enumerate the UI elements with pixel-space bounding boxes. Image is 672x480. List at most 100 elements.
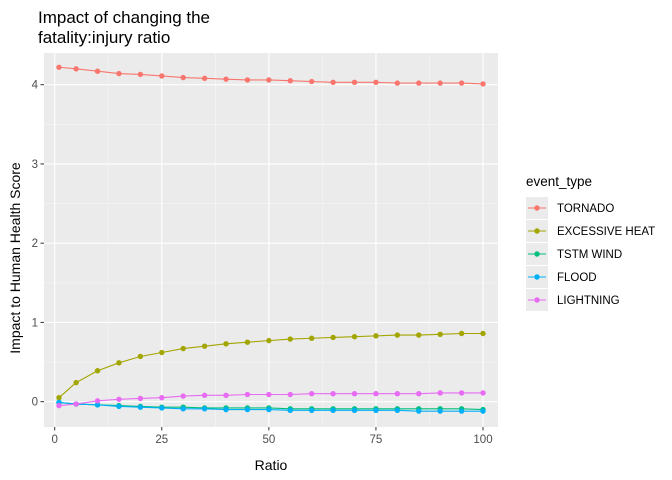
data-point-lightning: [266, 391, 272, 398]
data-point-lightning: [480, 390, 486, 396]
data-point-excessive-heat: [373, 333, 379, 339]
data-point-excessive-heat: [116, 360, 122, 366]
data-point-lightning: [373, 391, 379, 397]
series-flood: [56, 399, 486, 414]
data-point-tornado: [73, 66, 79, 72]
legend-label: LIGHTNING: [557, 295, 620, 307]
data-point-flood: [244, 406, 251, 413]
data-point-excessive-heat: [94, 368, 101, 374]
data-point-flood: [394, 407, 401, 414]
data-point-excessive-heat: [351, 333, 358, 340]
series-layer: [56, 64, 486, 414]
data-point-lightning: [351, 391, 358, 397]
data-point-flood: [201, 406, 208, 412]
x-axis-title: Ratio: [255, 457, 288, 473]
y-axis-title: Impact to Human Health Score: [7, 162, 23, 354]
data-point-tornado: [416, 80, 422, 86]
data-point-lightning: [287, 391, 293, 398]
legend-label: TSTM WIND: [557, 249, 622, 261]
data-point-flood: [223, 406, 229, 413]
y-tick-label: 3: [32, 159, 38, 171]
data-point-excessive-heat: [287, 336, 293, 342]
data-point-excessive-heat: [201, 343, 208, 349]
data-point-tornado: [116, 70, 122, 77]
data-point-excessive-heat: [73, 379, 79, 386]
data-point-lightning: [159, 394, 165, 401]
data-point-flood: [308, 407, 315, 414]
data-point-excessive-heat: [223, 341, 229, 347]
legend-label: FLOOD: [557, 272, 597, 284]
legend-item-tstm-wind: TSTM WIND: [526, 243, 622, 265]
data-point-lightning: [244, 391, 251, 398]
data-point-tornado: [180, 74, 186, 81]
x-tick-label: 50: [262, 434, 275, 446]
series-lightning: [56, 390, 486, 409]
legend-key-point: [534, 297, 540, 303]
data-point-flood: [94, 402, 101, 408]
data-point-flood: [137, 404, 144, 410]
data-point-flood: [480, 408, 486, 414]
y-tick-label: 0: [32, 397, 38, 409]
data-point-tornado: [223, 76, 229, 82]
legend-label: EXCESSIVE HEAT: [557, 226, 655, 238]
data-point-excessive-heat: [266, 337, 272, 344]
data-point-tornado: [330, 79, 336, 86]
legend-key-point: [534, 228, 540, 234]
y-tick-label: 2: [32, 238, 38, 250]
data-point-lightning: [223, 392, 229, 399]
legend-label: TORNADO: [557, 203, 614, 215]
data-point-excessive-heat: [437, 331, 443, 337]
data-point-lightning: [201, 392, 208, 399]
data-point-tornado: [244, 77, 251, 83]
data-point-tornado: [437, 80, 443, 86]
series-tornado: [56, 64, 486, 87]
plot-panel: [44, 53, 498, 427]
data-point-flood: [159, 405, 165, 411]
data-point-flood: [416, 408, 422, 414]
data-point-tornado: [56, 64, 62, 70]
axes: 0 25 50 75 100 0 1 2 3 4: [32, 80, 493, 446]
data-point-excessive-heat: [416, 332, 422, 338]
data-point-flood: [287, 407, 293, 414]
data-point-tornado: [351, 79, 358, 86]
data-point-flood: [330, 407, 336, 414]
legend-key-point: [534, 251, 540, 257]
legend-key-point: [534, 274, 540, 280]
data-point-tornado: [159, 73, 165, 79]
x-tick-label: 0: [52, 434, 58, 446]
data-point-tornado: [94, 68, 101, 74]
data-point-lightning: [308, 391, 315, 397]
data-point-excessive-heat: [56, 394, 62, 401]
data-point-excessive-heat: [394, 332, 401, 338]
data-point-excessive-heat: [330, 334, 336, 341]
data-point-lightning: [137, 395, 144, 402]
data-point-flood: [266, 406, 272, 413]
data-point-flood: [437, 408, 443, 414]
gridlines: [44, 53, 498, 427]
data-point-flood: [373, 407, 379, 414]
data-point-lightning: [458, 390, 465, 396]
legend-item-excessive-heat: EXCESSIVE HEAT: [526, 220, 655, 242]
data-point-flood: [351, 407, 358, 414]
data-point-excessive-heat: [480, 330, 486, 337]
data-point-lightning: [330, 391, 336, 397]
data-point-lightning: [394, 391, 401, 397]
data-point-lightning: [180, 393, 186, 399]
series-excessive-heat: [56, 330, 486, 401]
legend-item-flood: FLOOD: [526, 266, 597, 288]
data-point-lightning: [437, 390, 443, 396]
x-tick-label: 100: [473, 434, 492, 446]
data-point-tornado: [308, 78, 315, 85]
data-point-lightning: [56, 402, 62, 409]
data-point-tornado: [480, 81, 486, 87]
x-tick-label: 75: [370, 434, 383, 446]
data-point-tornado: [373, 79, 379, 86]
legend-title: event_type: [526, 174, 592, 189]
data-point-excessive-heat: [159, 349, 165, 356]
legend-items: TORNADO EXCESSIVE HEAT TSTM WIND FLOOD LIGHT…: [526, 197, 655, 311]
chart-title-line-1: Impact of changing the: [38, 8, 210, 27]
legend: event_type TORNADO EXCESSIVE HEAT TSTM WIN…: [526, 174, 655, 311]
data-point-lightning: [73, 401, 79, 407]
data-point-tornado: [137, 71, 144, 78]
